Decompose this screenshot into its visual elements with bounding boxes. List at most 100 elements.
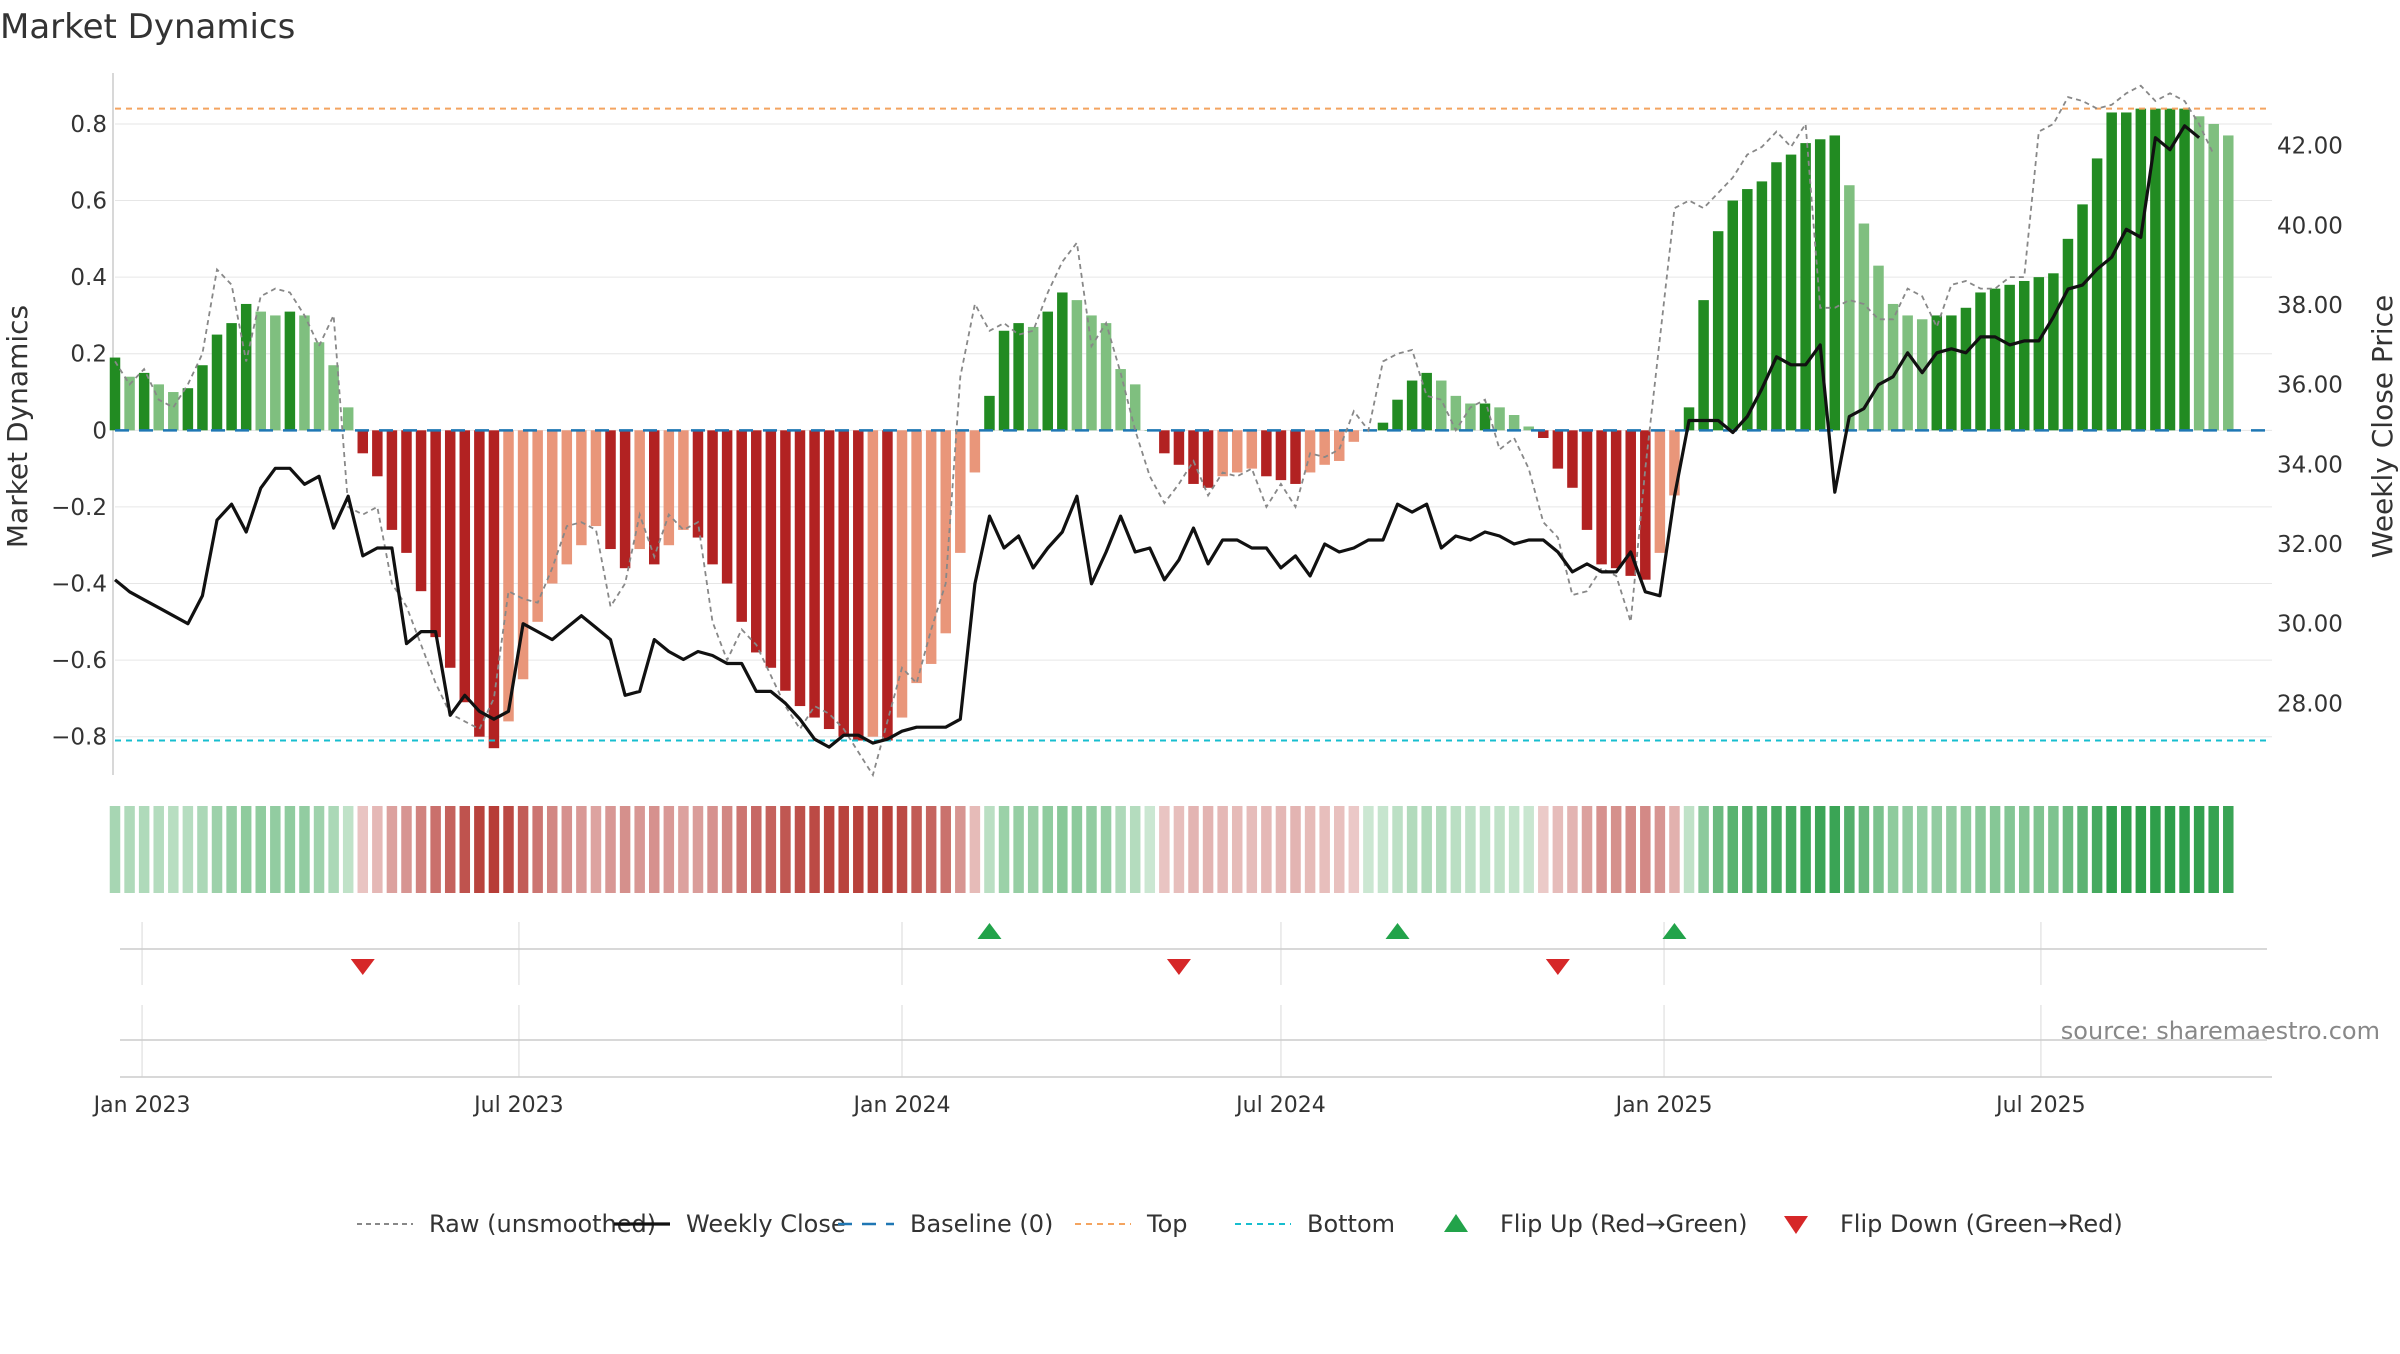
heat-cell <box>1873 806 1884 893</box>
heat-cell <box>1698 806 1709 893</box>
bar <box>503 430 514 722</box>
heat-cell <box>1814 806 1826 893</box>
heat-cell <box>911 806 922 893</box>
bar <box>1902 315 1913 431</box>
heat-cell <box>1756 806 1768 893</box>
heat-cell <box>678 806 689 893</box>
bar <box>1654 430 1666 553</box>
heat-cell <box>517 806 529 893</box>
bar <box>168 392 179 431</box>
heat-cell <box>576 806 587 893</box>
heat-cell <box>1654 806 1666 893</box>
heat-cell <box>692 806 704 893</box>
heat-cell <box>1887 806 1899 893</box>
bar <box>649 430 660 565</box>
heat-cell <box>1450 806 1462 893</box>
bar <box>2164 108 2176 431</box>
heat-cell <box>619 806 631 893</box>
heat-cell <box>1275 806 1287 893</box>
bar <box>124 376 135 431</box>
x-tick-label: Jul 2023 <box>472 1093 564 1118</box>
right-tick-label: 42.00 <box>2277 134 2343 160</box>
bar <box>342 407 354 431</box>
heat-cell <box>1129 806 1141 893</box>
bar <box>736 430 747 622</box>
bar <box>925 430 937 664</box>
heat-cell <box>838 806 849 893</box>
bar <box>2106 112 2117 431</box>
bar <box>1946 315 1957 431</box>
bar <box>1406 380 1418 431</box>
bar <box>2062 238 2074 431</box>
bar <box>561 430 573 565</box>
heat-cell <box>1596 806 1607 893</box>
x-tick-label: Jul 2025 <box>1994 1093 2086 1118</box>
heat-cell <box>1348 806 1360 893</box>
heat-cell <box>1625 806 1636 893</box>
right-tick-label: 30.00 <box>2277 612 2343 638</box>
heat-cell <box>503 806 514 893</box>
heat-cell <box>1494 806 1505 893</box>
heat-cell <box>1829 806 1841 893</box>
bar <box>284 311 296 431</box>
bar <box>109 357 121 431</box>
heat-cell <box>853 806 864 893</box>
bar <box>444 430 456 668</box>
bar <box>328 365 339 431</box>
bar <box>299 315 310 431</box>
heat-cell <box>1712 806 1724 893</box>
heat-cell <box>1202 806 1214 893</box>
bar <box>1100 323 1112 431</box>
heat-cell <box>1290 806 1301 893</box>
heat-cell <box>794 806 806 893</box>
bar <box>678 430 689 530</box>
bar <box>1071 300 1083 431</box>
bar <box>153 384 164 431</box>
heat-cell <box>940 806 951 893</box>
bar <box>372 430 383 477</box>
bar <box>1640 430 1651 580</box>
flip-up-marker <box>1662 923 1687 939</box>
bar <box>1625 430 1636 576</box>
bar <box>1844 185 1855 431</box>
heat-cell <box>867 806 879 893</box>
bar <box>794 430 806 707</box>
bar <box>765 430 777 668</box>
heat-cell <box>2077 806 2088 893</box>
bar <box>721 430 733 584</box>
heat-cell <box>925 806 937 893</box>
chart-title: Market Dynamics <box>0 7 295 47</box>
heat-cell <box>1946 806 1957 893</box>
bar <box>1057 292 1068 431</box>
legend-label: Top <box>1146 1210 1188 1238</box>
right-tick-label: 36.00 <box>2277 373 2343 399</box>
heat-cell <box>998 806 1010 893</box>
bar <box>1013 323 1024 431</box>
bar <box>546 430 558 584</box>
bar <box>138 372 150 431</box>
bar <box>1931 315 1943 431</box>
weekly-close-line <box>113 124 2201 749</box>
bar <box>896 430 908 718</box>
left-tick-label: 0.6 <box>70 189 107 215</box>
bar <box>1304 430 1316 473</box>
bar <box>911 430 922 684</box>
left-axis-label: Market Dynamics <box>1 305 34 548</box>
heat-cell <box>605 806 616 893</box>
bar <box>386 430 398 530</box>
legend-label: Baseline (0) <box>910 1210 1053 1238</box>
bar <box>1333 430 1345 461</box>
heat-cell <box>488 806 500 893</box>
bar <box>1756 181 1768 431</box>
bar <box>270 315 281 431</box>
heat-cell <box>896 806 908 893</box>
bar <box>853 430 864 741</box>
heat-cell <box>532 806 543 893</box>
bar <box>1319 430 1330 465</box>
heat-cell <box>984 806 995 893</box>
heat-cell <box>153 806 164 893</box>
legend-symbol <box>1784 1216 1808 1234</box>
legend-label: Bottom <box>1307 1210 1395 1238</box>
bar <box>1115 369 1126 431</box>
bar <box>998 330 1010 431</box>
